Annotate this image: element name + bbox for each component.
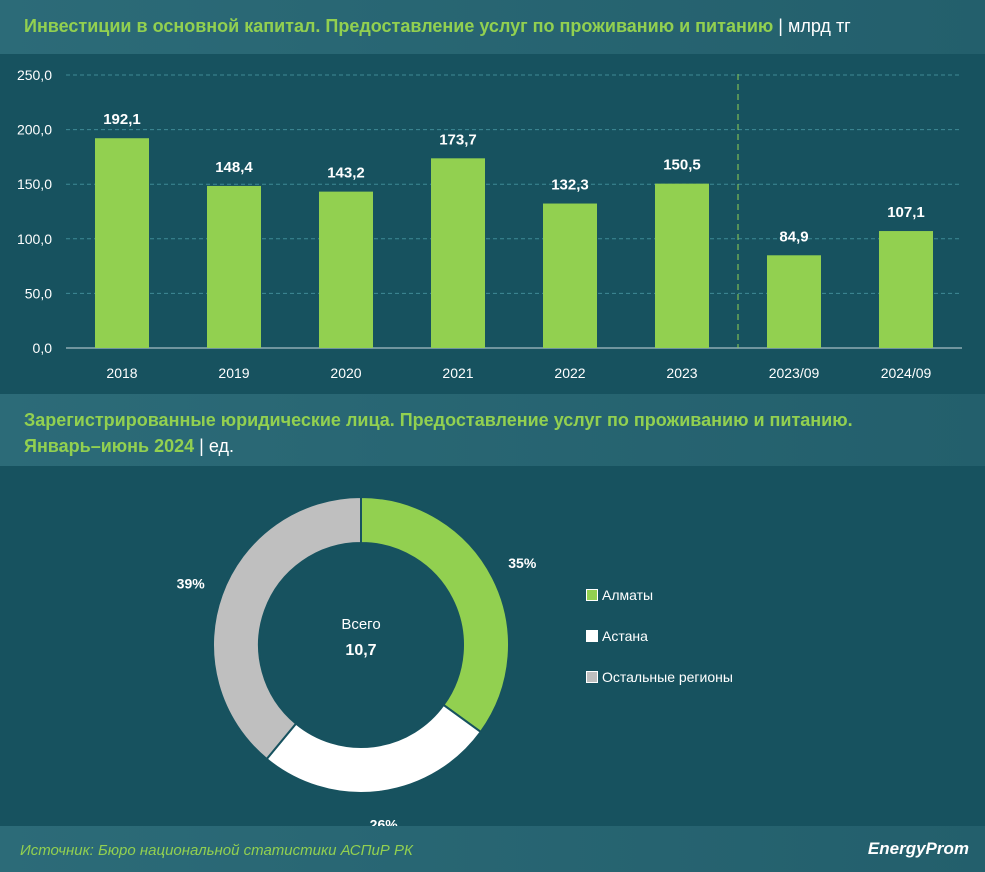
data-label: 84,9 (779, 228, 808, 245)
chart2-header: Зарегистрированные юридические лица. Пре… (0, 394, 985, 466)
y-tick-label: 250,0 (17, 67, 52, 83)
data-label: 143,2 (327, 165, 365, 182)
bar-2018 (95, 138, 149, 348)
bar-2021 (431, 158, 485, 348)
y-tick-label: 0,0 (33, 340, 53, 356)
center-value: 10,7 (345, 642, 376, 659)
title-text: Инвестиции в основной капитал. Предостав… (24, 16, 774, 36)
slice-0 (360, 495, 510, 734)
bar-2019 (207, 185, 261, 348)
bar-2024/09 (879, 231, 933, 348)
bar-chart: 0,0 50,0 100,0 150,0 200,0 250,0 192,1 2018 148,… (17, 67, 962, 381)
x-tick-label: 2018 (106, 365, 137, 381)
legend-label: Алматы (602, 587, 654, 603)
period: Январь–июнь 2024 (24, 436, 195, 456)
footer: Источник: Бюро национальной статистики А… (0, 826, 985, 872)
legend-swatch (586, 589, 598, 601)
slice-label: 39% (177, 576, 206, 592)
donut-chart: 35% 26% 39% Всего 10,7 (177, 495, 537, 826)
x-tick-label: 2020 (330, 365, 361, 381)
bar-2023/09 (767, 255, 821, 348)
x-tick-label: 2019 (218, 365, 249, 381)
data-label: 173,7 (439, 131, 477, 148)
x-tick-label: 2023 (666, 365, 697, 381)
slice-label: 35% (508, 555, 537, 571)
data-label: 107,1 (887, 204, 925, 221)
legend-astana: Астана (586, 628, 648, 644)
data-label: 150,5 (663, 157, 701, 174)
bar-2022 (543, 203, 597, 348)
y-tick-label: 200,0 (17, 122, 52, 138)
chart2-subtitle: Январь–июнь 2024 | ед. (24, 436, 234, 457)
data-label: 148,4 (215, 159, 253, 176)
chart1-header: Инвестиции в основной капитал. Предостав… (0, 0, 985, 54)
y-tick-label: 150,0 (17, 176, 52, 192)
unit: | ед. (199, 436, 234, 456)
x-tick-label: 2021 (442, 365, 473, 381)
unit: | млрд тг (778, 16, 851, 36)
source: Источник: Бюро национальной статистики А… (20, 842, 413, 859)
slice-2 (212, 495, 362, 761)
slice-1 (265, 703, 483, 794)
bar-2023 (655, 183, 709, 348)
x-tick-label: 2023/09 (769, 365, 820, 381)
y-tick-label: 100,0 (17, 231, 52, 247)
bar-2020 (319, 191, 373, 348)
data-label: 192,1 (103, 111, 141, 128)
legend-label: Астана (602, 628, 648, 644)
x-tick-label: 2022 (554, 365, 585, 381)
y-tick-label: 50,0 (25, 285, 52, 301)
legend-label: Остальные регионы (602, 669, 733, 685)
legend-swatch (586, 671, 598, 683)
x-tick-label: 2024/09 (881, 365, 932, 381)
slice-label: 26% (370, 817, 399, 826)
data-label: 132,3 (551, 177, 589, 194)
energyprom-logo: EnergyProm (867, 839, 969, 858)
chart2-title: Зарегистрированные юридические лица. Пре… (24, 410, 853, 430)
center-label: Всего (341, 616, 380, 633)
legend-almaty: Алматы (586, 587, 653, 603)
chart1-title: Инвестиции в основной капитал. Предостав… (24, 16, 851, 37)
legend-others: Остальные регионы (586, 669, 733, 685)
legend-swatch (586, 630, 598, 642)
